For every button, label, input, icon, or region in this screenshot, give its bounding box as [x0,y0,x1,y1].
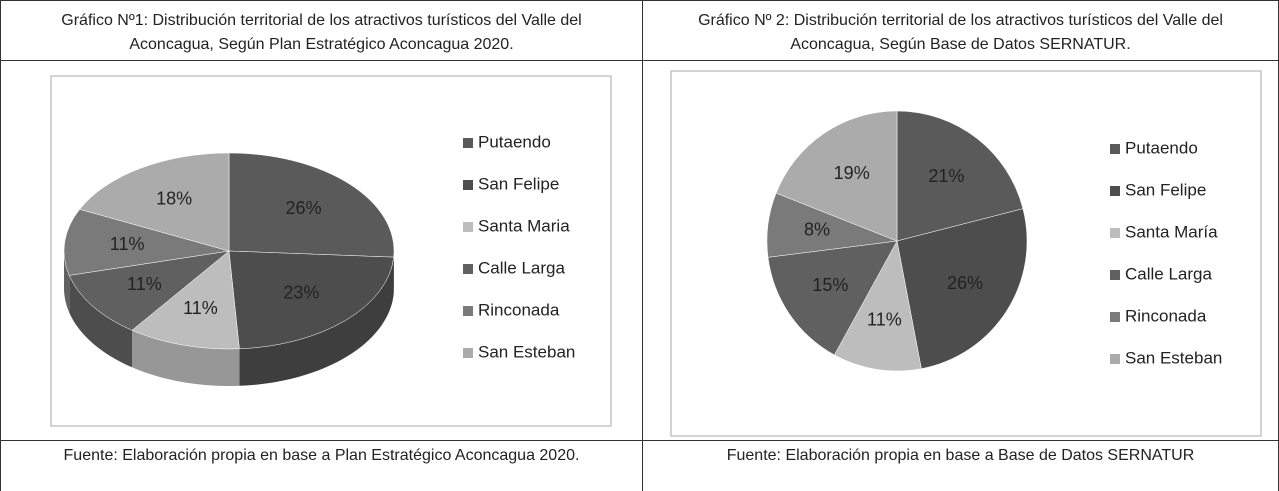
chart-title: Gráfico Nº 2: Distribución territorial d… [643,1,1279,61]
legend-label: San Esteban [1125,348,1222,367]
legend-label: San Felipe [1125,180,1206,199]
legend-swatch [463,180,473,190]
legend-swatch [1110,228,1120,238]
chart-title: Gráfico Nº1: Distribución territorial de… [0,1,643,61]
data-label: 11% [183,298,218,318]
legend-swatch [463,348,473,358]
legend-swatch [1110,354,1120,364]
data-label: 21% [928,166,964,186]
legend-label: San Felipe [478,174,559,193]
legend-swatch [463,306,473,316]
legend-swatch [463,222,473,232]
legend-label: Putaendo [1125,138,1198,157]
legend-label: Putaendo [478,132,551,151]
data-label: 8% [804,220,830,240]
data-label: 26% [286,198,322,218]
legend-swatch [463,138,473,148]
legend-label: San Esteban [478,342,575,361]
source: Fuente: Elaboración propia en base a Bas… [643,441,1279,491]
data-label: 11% [867,309,902,329]
legend-label: Santa Maria [478,216,570,235]
data-label: 19% [834,163,870,183]
legend-swatch [1110,186,1120,196]
legend-swatch [1110,144,1120,154]
legend-swatch [463,264,473,274]
source: Fuente: Elaboración propia en base a Pla… [0,441,643,491]
data-label: 11% [127,274,162,294]
data-label: 11% [110,234,145,254]
legend-label: Calle Larga [478,258,565,277]
chart: 26% 23% 11% 11% 11% 18% Putaendo San Felipe Sant… [1,61,642,440]
legend-swatch [1110,270,1120,280]
legend-label: Santa María [1125,222,1218,241]
legend-label: Rinconada [478,300,560,319]
data-label: 26% [947,273,983,293]
chart: 21% 26% 11% 15% 8% 19% Putaendo San Felipe Santa… [643,61,1277,440]
legend-label: Calle Larga [1125,264,1212,283]
data-label: 18% [156,188,192,208]
data-label: 15% [812,275,848,295]
legend-swatch [1110,312,1120,322]
data-label: 23% [283,283,319,303]
legend-label: Rinconada [1125,306,1207,325]
